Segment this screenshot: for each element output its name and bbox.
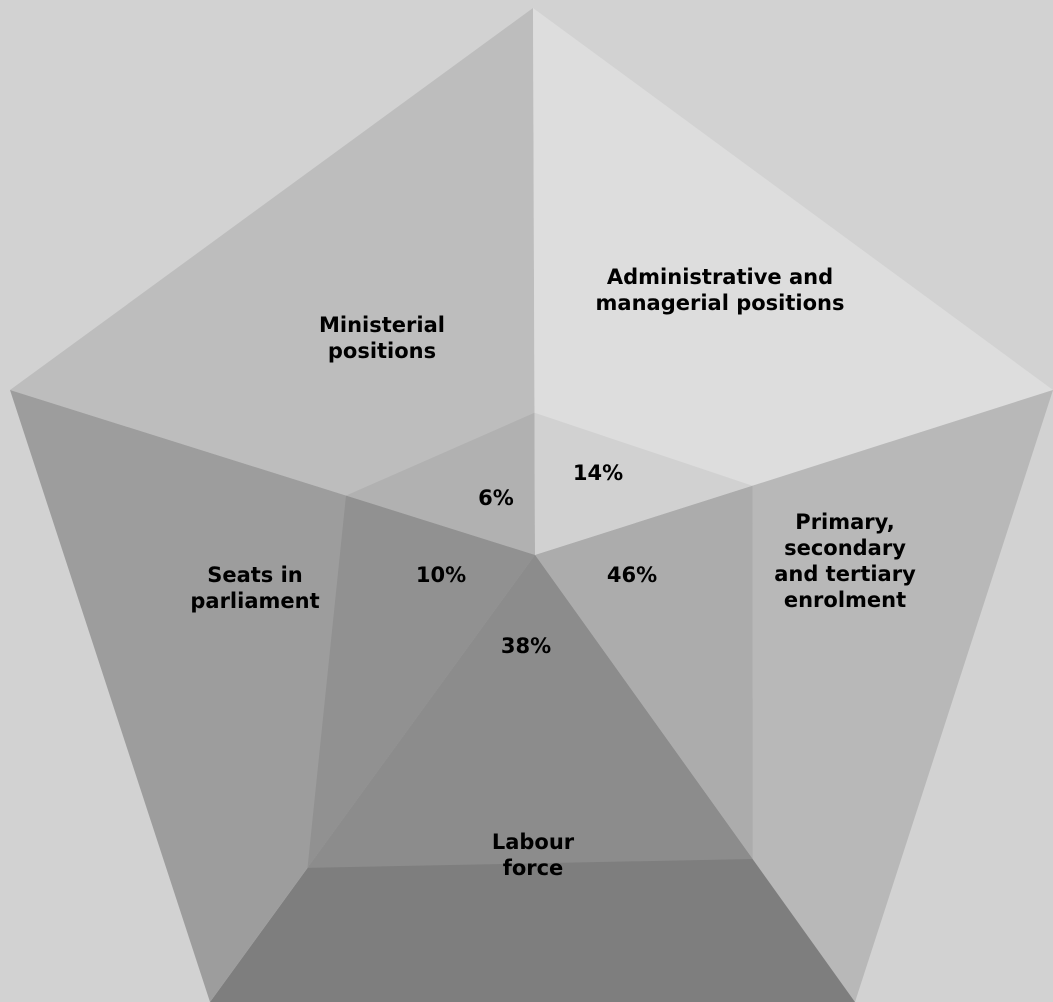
- value-label-administrative-and-managerial-positions: 14%: [573, 461, 623, 485]
- value-area-administrative-and-managerial-positions: [534, 412, 753, 555]
- value-area-ministerial-positions: [346, 412, 535, 555]
- value-label-ministerial-positions: 6%: [478, 486, 514, 510]
- value-area-labour-force: [307, 555, 753, 868]
- label-administrative-and-managerial-positions: Administrative and managerial positions: [596, 265, 845, 315]
- sector-administrative-and-managerial-positions: [533, 8, 1053, 555]
- label-labour-force: Labour force: [492, 830, 575, 880]
- value-area-primary-secondary-and-tertiary-enrolment: [535, 485, 753, 859]
- value-label-labour-force: 38%: [501, 634, 551, 658]
- sector-ministerial-positions: [10, 8, 535, 555]
- value-label-primary-secondary-and-tertiary-enrolment: 46%: [607, 563, 657, 587]
- label-primary-secondary-and-tertiary-enrolment: Primary, secondary and tertiary enrolment: [774, 510, 916, 612]
- value-area-seats-in-parliament: [307, 495, 535, 868]
- label-ministerial-positions: Ministerial positions: [319, 313, 445, 363]
- value-label-seats-in-parliament: 10%: [416, 563, 466, 587]
- label-seats-in-parliament: Seats in parliament: [190, 563, 319, 613]
